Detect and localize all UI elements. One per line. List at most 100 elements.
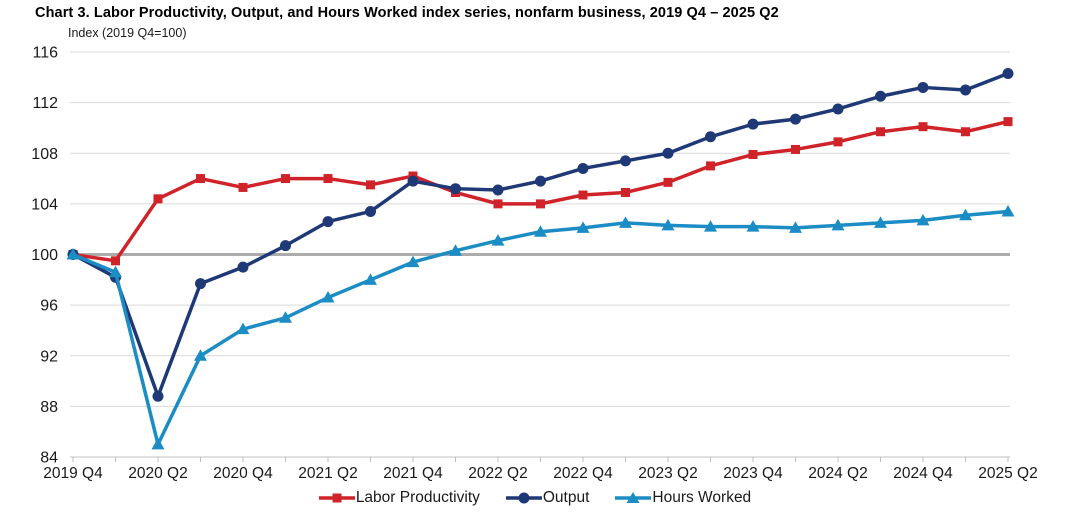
series-hours-worked-line: [72, 209, 1009, 447]
data-point-labor-productivity: [791, 144, 800, 154]
data-point-output: [365, 205, 376, 217]
legend-label: Output: [542, 489, 590, 506]
data-point-hours-worked: [916, 213, 930, 226]
chart-legend: Labor Productivity Output Hours Worked: [0, 489, 1070, 507]
y-axis-label: 84: [40, 450, 58, 467]
data-point-output: [917, 81, 929, 93]
data-point-hours-worked: [704, 220, 717, 232]
data-point-output: [790, 113, 801, 125]
data-point-labor-productivity: [876, 127, 885, 137]
x-axis-label: 2024 Q4: [893, 465, 953, 482]
data-point-output: [152, 390, 164, 402]
data-point-labor-productivity: [833, 137, 843, 147]
data-point-output: [875, 90, 886, 102]
data-point-labor-productivity: [1003, 117, 1013, 127]
data-point-output: [960, 84, 971, 96]
legend-item-labor-productivity: Labor Productivity: [318, 489, 480, 507]
series-labor-productivity-line: [72, 119, 1009, 263]
data-point-labor-productivity: [153, 194, 163, 204]
legend-marker: [626, 492, 640, 503]
data-point-hours-worked: [619, 216, 632, 228]
data-point-hours-worked: [109, 265, 122, 278]
legend-item-output: Output: [505, 489, 590, 507]
data-point-output: [237, 261, 249, 273]
data-point-output: [407, 175, 419, 187]
data-point-labor-productivity: [748, 150, 758, 160]
y-axis-label: 88: [40, 399, 58, 416]
data-point-hours-worked: [576, 221, 590, 233]
data-point-hours-worked: [491, 234, 505, 246]
x-axis-label: 2025 Q2: [978, 465, 1037, 482]
x-axis-label: 2019 Q4: [43, 465, 103, 482]
data-point-labor-productivity: [366, 180, 375, 190]
x-axis-label: 2021 Q2: [298, 465, 357, 482]
y-axis-label: 92: [40, 348, 58, 365]
data-point-hours-worked: [364, 273, 377, 285]
x-axis-label: 2022 Q2: [468, 465, 527, 482]
data-point-labor-productivity: [706, 161, 715, 171]
legend-circle-marker-icon: [505, 492, 542, 504]
data-point-labor-productivity: [663, 177, 673, 187]
data-point-hours-worked: [534, 225, 547, 237]
data-point-output: [535, 175, 546, 187]
data-point-output: [322, 216, 334, 228]
x-axis-label: 2020 Q4: [213, 465, 273, 482]
data-point-labor-productivity: [621, 187, 630, 197]
data-point-hours-worked: [236, 322, 250, 335]
data-point-output: [577, 162, 589, 174]
data-point-labor-productivity: [578, 190, 588, 200]
data-point-hours-worked: [194, 349, 207, 361]
y-axis-label: 100: [31, 247, 58, 264]
data-point-output: [1002, 68, 1014, 80]
data-point-labor-productivity: [961, 127, 970, 137]
data-point-output: [195, 278, 206, 290]
data-point-hours-worked: [406, 255, 420, 268]
data-point-hours-worked: [874, 216, 887, 228]
legend-marker: [332, 493, 342, 503]
data-point-hours-worked: [746, 220, 760, 232]
data-point-hours-worked: [151, 437, 165, 450]
x-axis-label: 2022 Q4: [553, 465, 613, 482]
data-point-output: [280, 240, 291, 252]
data-point-hours-worked: [789, 221, 802, 233]
data-point-output: [832, 103, 844, 115]
chart-title: Chart 3. Labor Productivity, Output, and…: [35, 5, 779, 21]
data-point-output: [492, 184, 504, 196]
x-axis-label: 2021 Q4: [383, 465, 443, 482]
data-point-hours-worked: [321, 291, 335, 303]
data-point-hours-worked: [1001, 204, 1015, 217]
data-point-hours-worked: [831, 218, 845, 231]
data-point-hours-worked: [449, 244, 462, 256]
data-point-labor-productivity: [196, 174, 205, 184]
data-point-hours-worked: [279, 311, 292, 323]
data-point-labor-productivity: [281, 174, 290, 184]
data-point-output: [620, 155, 631, 167]
data-point-output: [662, 147, 674, 159]
legend-triangle-marker-icon: [615, 492, 652, 503]
data-point-labor-productivity: [323, 174, 333, 184]
legend-label: Labor Productivity: [355, 489, 480, 506]
x-axis-label: 2023 Q2: [638, 465, 697, 482]
x-axis-label: 2020 Q2: [128, 465, 187, 482]
data-point-output: [450, 183, 461, 195]
legend-square-marker-icon: [318, 493, 355, 503]
data-point-labor-productivity: [238, 182, 248, 192]
legend-label: Hours Worked: [652, 489, 752, 506]
data-point-labor-productivity: [493, 199, 503, 209]
data-point-hours-worked: [66, 248, 80, 260]
y-axis-label: 116: [32, 45, 58, 62]
y-axis-label: 104: [31, 196, 58, 213]
legend-item-hours-worked: Hours Worked: [615, 489, 751, 507]
data-point-hours-worked: [959, 208, 972, 221]
data-point-labor-productivity: [111, 256, 120, 266]
data-point-output: [747, 118, 759, 130]
data-point-labor-productivity: [918, 122, 928, 132]
axis-unit-note: Index (2019 Q4=100): [68, 26, 187, 40]
y-axis-label: 108: [31, 146, 58, 163]
data-point-labor-productivity: [536, 199, 545, 209]
data-point-hours-worked: [661, 218, 675, 231]
y-axis-label: 96: [40, 298, 58, 315]
y-axis-label: 112: [32, 95, 58, 112]
